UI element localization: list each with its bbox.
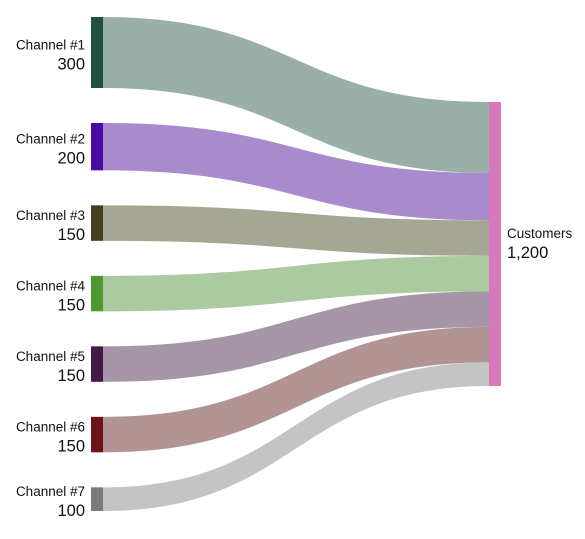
link-channel-3 bbox=[103, 205, 489, 256]
link-channel-7 bbox=[103, 362, 489, 511]
channel-7-value-label: 100 bbox=[57, 502, 85, 520]
node-channel-6 bbox=[91, 416, 103, 453]
channel-3-name-label: Channel #3 bbox=[16, 208, 85, 223]
link-channel-5 bbox=[103, 291, 489, 382]
channel-2-value-label: 200 bbox=[57, 150, 85, 168]
node-customers bbox=[489, 102, 501, 386]
target-value-label: 1,200 bbox=[507, 244, 548, 262]
node-channel-1 bbox=[91, 17, 103, 88]
channel-6-value-label: 150 bbox=[57, 438, 85, 456]
channel-7-name-label: Channel #7 bbox=[16, 484, 85, 499]
link-channel-6 bbox=[103, 326, 489, 453]
node-channel-4 bbox=[91, 275, 103, 312]
channel-4-name-label: Channel #4 bbox=[16, 279, 86, 294]
channel-5-name-label: Channel #5 bbox=[16, 349, 85, 364]
labels-group: Customers 1,200 Channel #1 300 Channel #2 2… bbox=[16, 38, 573, 521]
nodes-group bbox=[91, 17, 501, 511]
channel-5-value-label: 150 bbox=[57, 367, 85, 385]
node-channel-7 bbox=[91, 487, 103, 511]
node-channel-2 bbox=[91, 123, 103, 171]
channel-3-value-label: 150 bbox=[57, 226, 85, 244]
channel-6-name-label: Channel #6 bbox=[16, 420, 85, 435]
channel-4-value-label: 150 bbox=[57, 297, 85, 315]
channel-1-value-label: 300 bbox=[57, 56, 85, 74]
channel-2-name-label: Channel #2 bbox=[16, 132, 85, 147]
link-channel-4 bbox=[103, 255, 489, 312]
target-name-label: Customers bbox=[507, 226, 573, 241]
link-channel-1 bbox=[103, 17, 489, 173]
link-channel-2 bbox=[103, 123, 489, 221]
node-channel-3 bbox=[91, 205, 103, 241]
node-channel-5 bbox=[91, 346, 103, 382]
links-group bbox=[103, 17, 489, 511]
channel-1-name-label: Channel #1 bbox=[16, 38, 85, 53]
